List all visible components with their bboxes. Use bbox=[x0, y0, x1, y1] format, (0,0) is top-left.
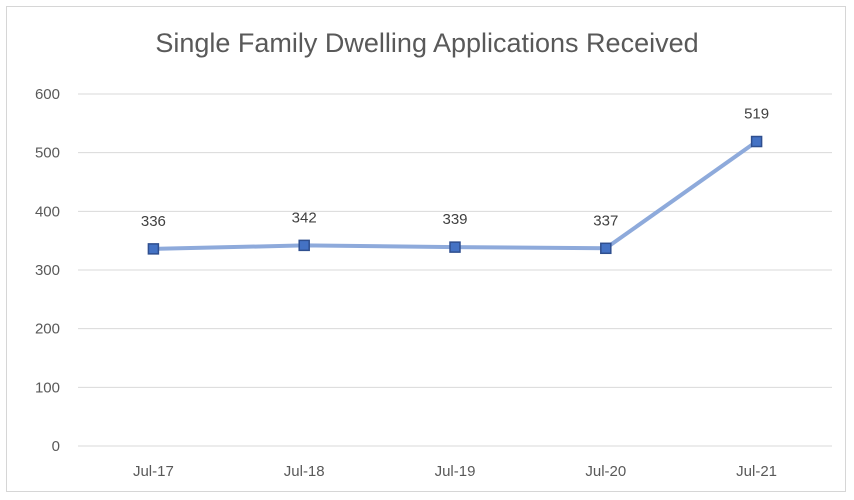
series-line-layer bbox=[151, 139, 759, 251]
data-point-marker bbox=[147, 243, 160, 255]
data-label: 336 bbox=[141, 213, 166, 230]
gridlines bbox=[78, 93, 832, 447]
x-tick-label: Jul-17 bbox=[133, 463, 174, 480]
y-tick-label: 600 bbox=[35, 86, 60, 103]
data-label: 519 bbox=[744, 106, 769, 123]
data-label: 342 bbox=[292, 209, 317, 226]
x-tick-label: Jul-21 bbox=[736, 463, 777, 480]
y-axis-ticks: 0 100 200 300 400 500 600 bbox=[35, 86, 60, 455]
y-tick-label: 100 bbox=[35, 379, 60, 396]
data-label: 337 bbox=[593, 212, 618, 229]
y-tick-label: 0 bbox=[52, 438, 60, 455]
data-labels: 336 342 339 337 519 bbox=[141, 106, 769, 230]
y-tick-label: 500 bbox=[35, 145, 60, 162]
data-point-marker bbox=[750, 135, 763, 148]
series-line bbox=[151, 139, 759, 251]
y-tick-label: 300 bbox=[35, 262, 60, 279]
x-tick-label: Jul-19 bbox=[435, 463, 476, 480]
chart-title: Single Family Dwelling Applications Rece… bbox=[155, 28, 699, 58]
data-point-marker bbox=[449, 241, 461, 253]
x-axis-ticks: Jul-17 Jul-18 Jul-19 Jul-20 Jul-21 bbox=[133, 463, 777, 480]
y-tick-label: 200 bbox=[35, 321, 60, 338]
x-tick-label: Jul-18 bbox=[284, 463, 325, 480]
data-label: 339 bbox=[442, 211, 467, 228]
data-point-marker bbox=[600, 242, 612, 255]
x-tick-label: Jul-20 bbox=[585, 463, 626, 480]
data-point-marker bbox=[298, 239, 310, 252]
series-markers bbox=[147, 135, 763, 255]
chart-frame bbox=[6, 6, 846, 492]
y-tick-label: 400 bbox=[35, 203, 60, 220]
